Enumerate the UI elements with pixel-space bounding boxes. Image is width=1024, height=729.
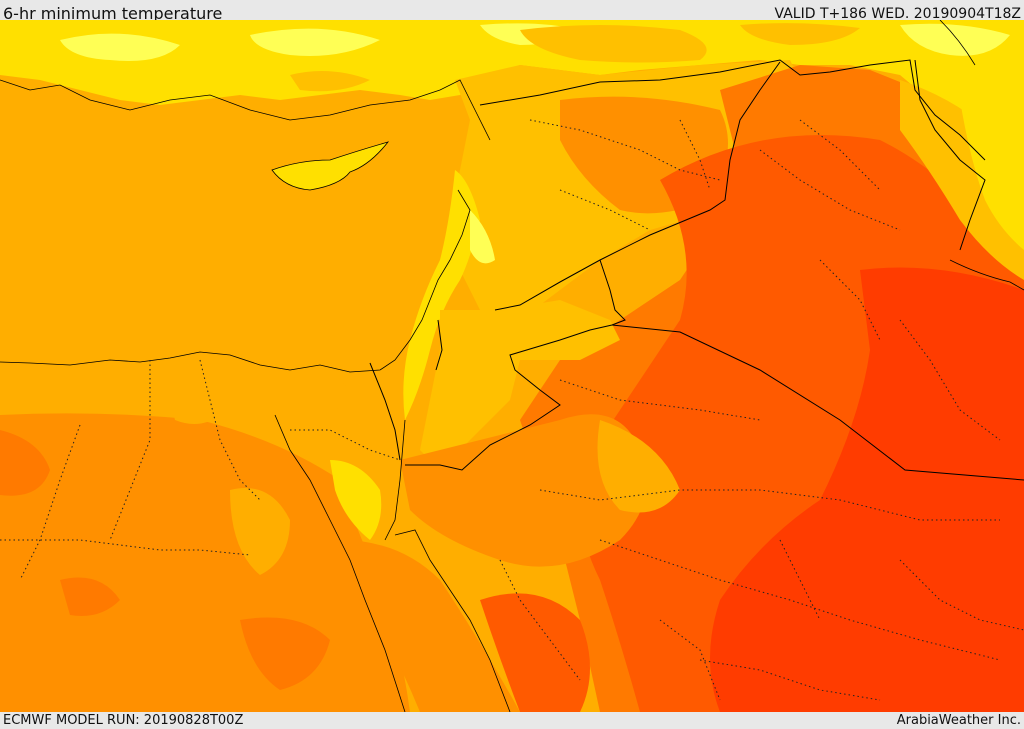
red-sea-band <box>340 540 520 712</box>
levant-pale <box>470 210 495 264</box>
cyprus <box>271 141 390 191</box>
levant-coast-yellow <box>403 170 480 420</box>
turkey-orange-patches <box>290 23 860 92</box>
sinai-yellow <box>330 460 382 540</box>
turkey-coast <box>0 79 491 141</box>
north-east-light <box>900 80 1024 280</box>
province-borders <box>0 119 1024 701</box>
footer-bar: ECMWF MODEL RUN: 20190828T00Z ArabiaWeat… <box>0 712 1024 729</box>
header-bar: 6-hr minimum temperature VALID T+186 WED… <box>0 0 1024 23</box>
saudi-west-red <box>480 593 590 712</box>
syria-turkey-border <box>479 59 986 161</box>
egypt-dark-patches <box>0 430 330 690</box>
credit: ArabiaWeather Inc. <box>896 713 1021 728</box>
red-sea-coast-west <box>274 414 406 712</box>
iran-border <box>914 59 986 251</box>
syria-iraq-border <box>494 61 781 311</box>
valid-time: VALID T+186 WED. 20190904T18Z <box>774 6 1021 22</box>
gulf-coast <box>949 259 1024 291</box>
map-svg <box>0 20 1024 712</box>
map-title: 6-hr minimum temperature <box>3 4 223 23</box>
saudi-iraq-border <box>611 324 1024 481</box>
levant-coast <box>0 189 471 373</box>
jordan-region <box>420 300 620 470</box>
egypt-israel-border <box>369 362 401 461</box>
gulf-red <box>710 267 1024 712</box>
red-sea-coast-east <box>394 529 511 712</box>
jordan-iraq-border <box>405 259 626 471</box>
turkey-band <box>0 20 1024 170</box>
saudi-nw-orange <box>400 414 647 567</box>
saudi-light-patch <box>597 420 680 513</box>
egypt-light-patches <box>170 397 345 575</box>
caspian-shore <box>939 20 976 66</box>
model-run: ECMWF MODEL RUN: 20190828T00Z <box>3 713 244 728</box>
gulf-aqaba <box>384 419 406 541</box>
dead-sea <box>435 319 443 371</box>
temperature-map <box>0 20 1024 712</box>
north-east-yellow <box>960 100 1024 250</box>
